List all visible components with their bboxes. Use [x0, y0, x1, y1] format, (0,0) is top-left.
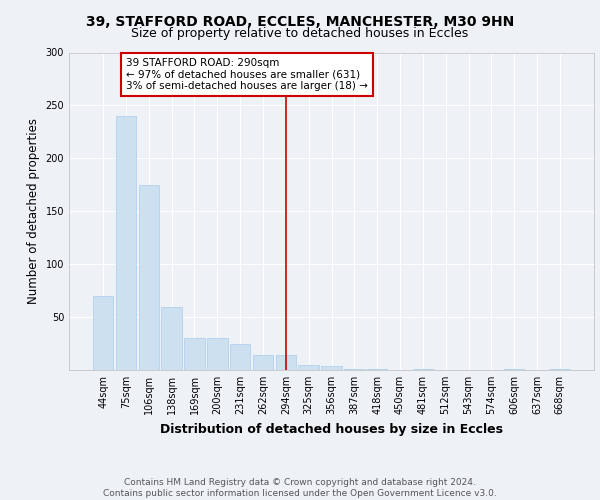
- Bar: [184, 338, 205, 370]
- Bar: [550, 369, 570, 370]
- Bar: [367, 369, 388, 370]
- Bar: [413, 369, 433, 370]
- Bar: [321, 366, 342, 370]
- Bar: [253, 355, 273, 370]
- Bar: [230, 344, 250, 370]
- Bar: [207, 338, 227, 370]
- Bar: [139, 185, 159, 370]
- X-axis label: Distribution of detached houses by size in Eccles: Distribution of detached houses by size …: [160, 422, 503, 436]
- Y-axis label: Number of detached properties: Number of detached properties: [27, 118, 40, 304]
- Text: 39, STAFFORD ROAD, ECCLES, MANCHESTER, M30 9HN: 39, STAFFORD ROAD, ECCLES, MANCHESTER, M…: [86, 15, 514, 29]
- Text: 39 STAFFORD ROAD: 290sqm
← 97% of detached houses are smaller (631)
3% of semi-d: 39 STAFFORD ROAD: 290sqm ← 97% of detach…: [126, 58, 368, 91]
- Bar: [504, 369, 524, 370]
- Bar: [275, 355, 296, 370]
- Bar: [298, 364, 319, 370]
- Bar: [344, 369, 365, 370]
- Text: Size of property relative to detached houses in Eccles: Size of property relative to detached ho…: [131, 28, 469, 40]
- Text: Contains HM Land Registry data © Crown copyright and database right 2024.
Contai: Contains HM Land Registry data © Crown c…: [103, 478, 497, 498]
- Bar: [93, 296, 113, 370]
- Bar: [161, 306, 182, 370]
- Bar: [116, 116, 136, 370]
